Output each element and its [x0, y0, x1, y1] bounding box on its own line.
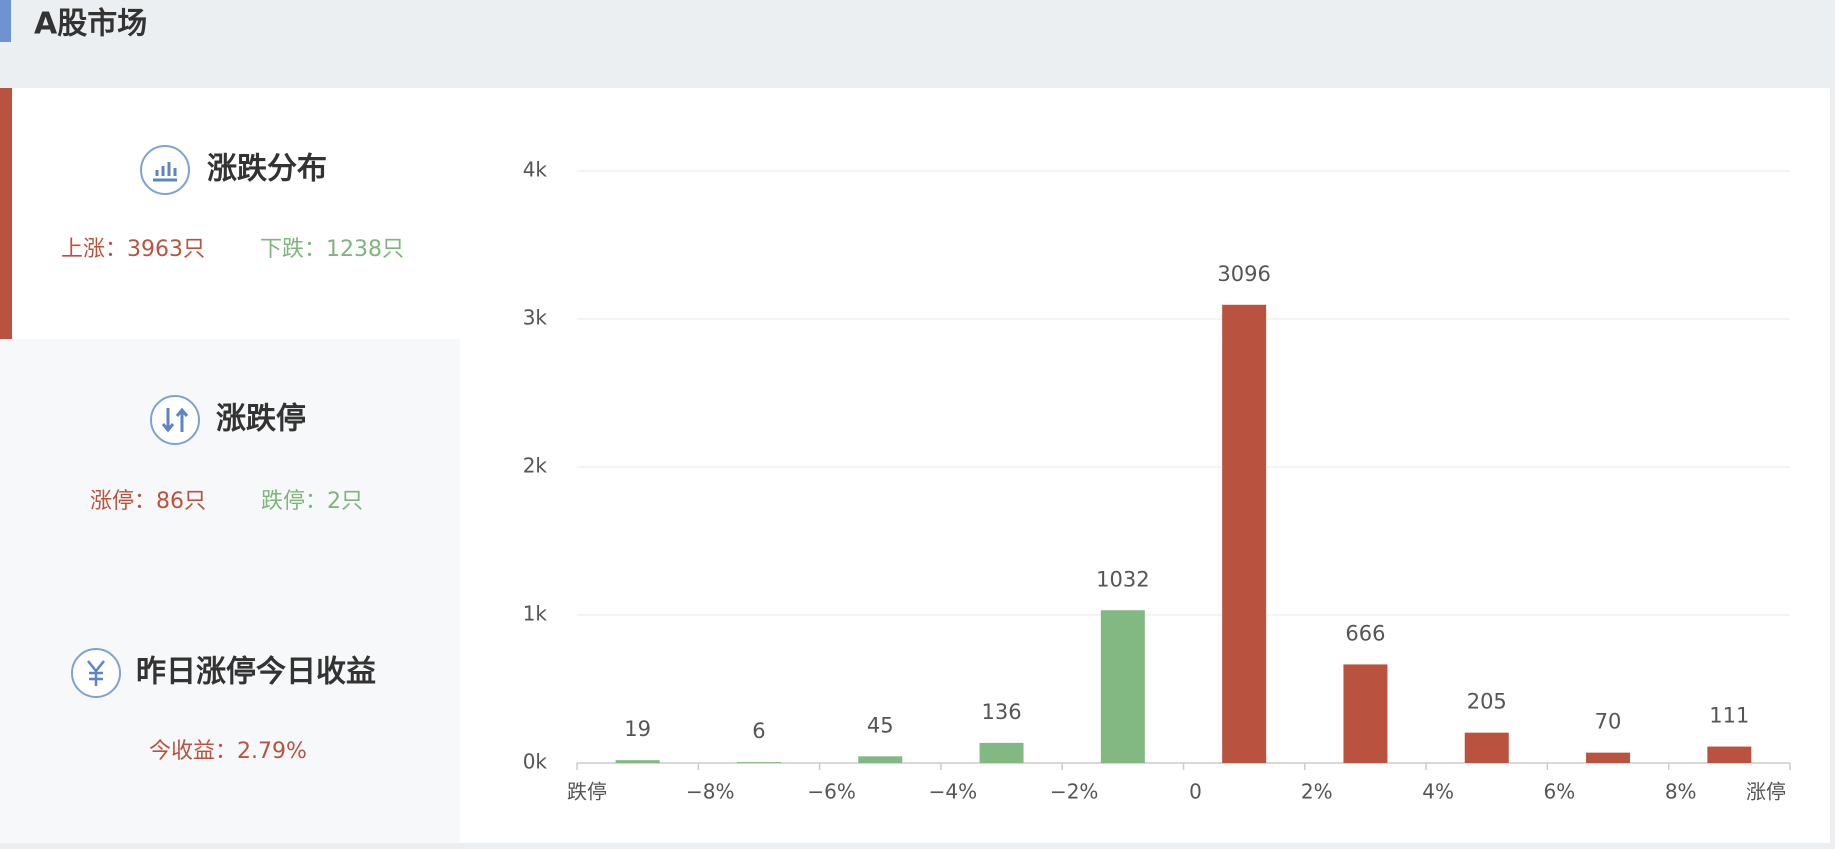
x-tick-label: 6%: [1544, 780, 1576, 804]
value-label: 70: [1595, 710, 1622, 734]
y-tick-label: 0k: [523, 750, 548, 774]
bar: [1343, 664, 1388, 763]
x-tick-label: −2%: [1050, 780, 1099, 804]
x-tick-label: 8%: [1665, 780, 1697, 804]
value-label: 666: [1345, 621, 1385, 645]
bar: [736, 762, 781, 763]
x-tick-label: 涨停: [1746, 780, 1786, 804]
bar: [1222, 304, 1267, 763]
y-tick-label: 4k: [523, 158, 548, 182]
value-label: 19: [624, 717, 651, 741]
page-title: A股市场: [34, 7, 147, 42]
x-tick-label: −6%: [807, 780, 856, 804]
title-accent: [0, 0, 11, 42]
bar: [979, 742, 1024, 763]
card-title: 昨日涨停今日收益: [136, 655, 376, 690]
value-label: 111: [1709, 704, 1749, 728]
bar: [1464, 732, 1509, 763]
bar: [1100, 610, 1145, 763]
value-label: 1032: [1096, 567, 1149, 591]
y-tick-label: 1k: [523, 602, 548, 626]
bar: [1707, 746, 1752, 763]
y-tick-label: 3k: [523, 306, 548, 330]
x-tick-label: −8%: [686, 780, 735, 804]
x-tick-label: 0: [1189, 780, 1202, 804]
x-tick-label: 跌停: [567, 780, 607, 804]
value-label: 205: [1467, 690, 1507, 714]
x-tick-label: −4%: [929, 780, 978, 804]
bar: [615, 760, 660, 763]
card-title: 涨跌分布: [207, 152, 327, 187]
y-tick-label: 2k: [523, 454, 548, 478]
bar: [1586, 752, 1631, 763]
bar: [858, 756, 903, 763]
value-label: 3096: [1217, 262, 1270, 286]
card-stat: 今收益：2.79%: [149, 739, 307, 764]
card-stat: 上涨：3963只: [61, 237, 205, 262]
x-tick-label: 4%: [1422, 780, 1454, 804]
x-tick-label: 2%: [1301, 780, 1333, 804]
card-title: 涨跌停: [216, 402, 306, 437]
card-stat: 涨停：86只: [90, 489, 206, 514]
value-label: 136: [982, 700, 1022, 724]
value-label: 45: [867, 713, 894, 737]
value-label: 6: [752, 719, 765, 743]
icon: [71, 145, 200, 698]
card-stat: 下跌：1238只: [260, 237, 404, 262]
active-indicator: [0, 88, 12, 339]
card-stat: 跌停：2只: [261, 489, 363, 514]
card-bg: [0, 339, 460, 843]
